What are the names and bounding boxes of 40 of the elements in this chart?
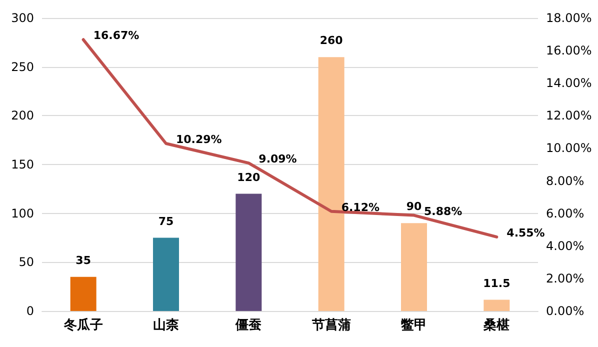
y2-tick-label: 6.00% bbox=[546, 206, 584, 220]
data-label: 260 bbox=[320, 34, 344, 48]
data-label: 35 bbox=[76, 254, 91, 267]
data-label: 5.88% bbox=[424, 204, 462, 218]
y2-tick-label: 2.00% bbox=[546, 271, 584, 286]
x-tick-label: 冬瓜子 bbox=[62, 317, 103, 333]
y2-tick-label: 14.00% bbox=[546, 76, 592, 90]
y2-tick-label: 8.00% bbox=[546, 174, 584, 188]
bar bbox=[70, 276, 96, 311]
y2-tick-label: 12.00% bbox=[546, 108, 592, 123]
data-label: 90 bbox=[406, 200, 422, 214]
bar bbox=[153, 238, 179, 311]
x-tick-label: 僵蚕 bbox=[234, 318, 262, 333]
y-tick-label: 50 bbox=[18, 255, 34, 270]
y-tick-label: 300 bbox=[11, 11, 34, 25]
bar bbox=[236, 194, 262, 311]
y-tick-label: 100 bbox=[11, 206, 34, 220]
x-tick-label: 山柰 bbox=[153, 318, 179, 333]
bar bbox=[484, 300, 510, 311]
y2-tick-label: 4.00% bbox=[546, 238, 584, 253]
y2-tick-label: 0.00% bbox=[546, 304, 584, 318]
y2-tick-label: 10.00% bbox=[546, 141, 592, 156]
y-tick-label: 150 bbox=[11, 158, 34, 172]
y-tick-label: 250 bbox=[11, 60, 34, 74]
x-tick-label: 桑椹 bbox=[482, 318, 510, 333]
y2-tick-label: 18.00% bbox=[546, 11, 592, 25]
x-tick-label: 鳖甲 bbox=[401, 318, 427, 333]
y-tick-label: 0 bbox=[26, 304, 34, 318]
data-label: 16.67% bbox=[93, 29, 140, 42]
data-label: 75 bbox=[158, 214, 174, 228]
y-tick-label: 200 bbox=[11, 108, 34, 123]
x-tick-label: 节菖蒲 bbox=[310, 317, 351, 333]
data-label: 4.55% bbox=[506, 226, 545, 240]
data-label: 10.29% bbox=[176, 133, 222, 146]
data-label: 11.5 bbox=[483, 276, 510, 290]
bar bbox=[401, 223, 427, 311]
y2-tick-label: 16.00% bbox=[546, 44, 592, 58]
data-label: 6.12% bbox=[341, 200, 380, 214]
data-label: 9.09% bbox=[258, 152, 297, 166]
data-label: 120 bbox=[237, 170, 260, 184]
